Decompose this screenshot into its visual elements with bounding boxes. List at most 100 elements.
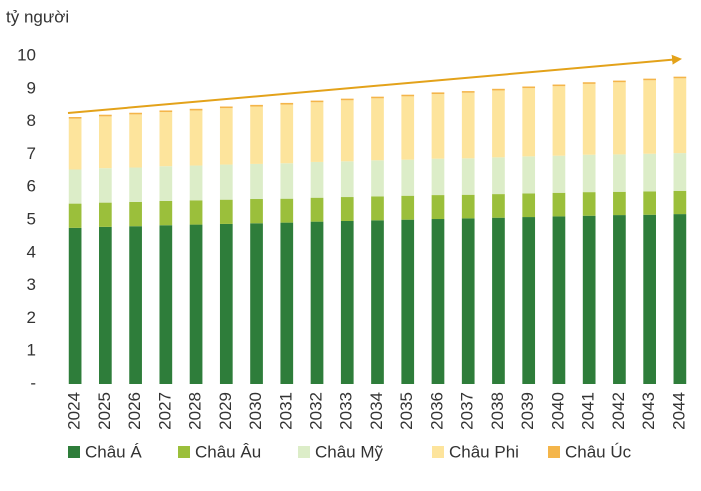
bar-segment (582, 215, 596, 384)
bar-segment (522, 156, 536, 194)
bar-segment (99, 226, 112, 384)
x-tick-label: 2043 (639, 392, 658, 430)
legend-label: Châu Âu (195, 442, 261, 461)
y-tick-label: 7 (27, 144, 36, 163)
bar-segment (250, 163, 263, 200)
x-tick-label: 2039 (518, 392, 537, 430)
y-tick-label: 1 (27, 341, 36, 360)
bar-segment (68, 118, 82, 170)
bar-segment (310, 102, 324, 162)
bar-segment (159, 166, 173, 201)
bar-segment (310, 197, 324, 222)
bar-segment (189, 110, 203, 166)
x-tick-label: 2044 (669, 392, 688, 430)
bar-segment (552, 216, 566, 384)
bar-segment (159, 200, 173, 226)
y-tick-label: 10 (17, 45, 36, 64)
legend-swatch (298, 446, 310, 458)
x-tick-label: 2030 (246, 392, 265, 430)
bar-segment (492, 90, 505, 158)
bar-segment (431, 94, 445, 159)
y-tick-label: 9 (27, 78, 36, 97)
bar-segment (68, 117, 82, 119)
bar-segment (613, 82, 626, 155)
bar-segment (371, 160, 384, 197)
bar-segment (613, 215, 626, 384)
bar-segment (552, 155, 566, 193)
bar-segment (613, 80, 626, 83)
bar-segment (643, 80, 656, 154)
bar-segment (371, 96, 384, 99)
bar-segment (310, 221, 324, 384)
y-axis-label: tỷ người (6, 7, 69, 26)
bar-segment (129, 226, 142, 384)
bar-segment (401, 159, 415, 196)
legend-label: Châu Á (85, 442, 142, 461)
bar-segment (159, 112, 173, 167)
bar-segment (99, 168, 112, 203)
bar-segment (522, 88, 536, 157)
x-tick-label: 2025 (95, 392, 114, 430)
bar-segment (401, 96, 415, 160)
bar-segment (189, 165, 203, 201)
bar-segment (522, 193, 536, 218)
bar-segment (643, 153, 656, 192)
bar-segment (310, 100, 324, 103)
bar-segment (431, 92, 445, 95)
bar-segment (340, 161, 354, 198)
bar-segment (129, 201, 142, 227)
x-tick-label: 2032 (307, 392, 326, 430)
legend-label: Châu Mỹ (315, 442, 384, 461)
bar-segment (219, 108, 233, 165)
x-tick-label: 2034 (367, 392, 386, 430)
bar-segment (99, 114, 112, 117)
x-tick-label: 2036 (427, 392, 446, 430)
bar-segment (371, 98, 384, 161)
bar-segment (673, 153, 687, 191)
bar-segment (189, 108, 203, 111)
bar-segment (613, 154, 626, 192)
bar-segment (68, 169, 82, 204)
bar-segment (280, 163, 294, 199)
bar-segment (99, 116, 112, 169)
bar-segment (371, 220, 384, 384)
bar-segment (643, 191, 656, 215)
bar-segment (219, 199, 233, 224)
bar-segment (68, 203, 82, 228)
bar-segment (280, 198, 294, 223)
bar-segment (401, 94, 415, 97)
bar-segment (189, 200, 203, 225)
bar-segment (280, 104, 294, 164)
bar-segment (340, 220, 354, 384)
legend-swatch (432, 446, 444, 458)
x-tick-label: 2037 (458, 392, 477, 430)
bar-segment (340, 197, 354, 221)
bar-segment (673, 190, 687, 215)
bar-segment (68, 227, 82, 384)
bar-segment (582, 83, 596, 155)
x-tick-label: 2031 (276, 392, 295, 430)
bar-segment (401, 195, 415, 220)
y-tick-label: - (30, 373, 36, 392)
x-tick-label: 2026 (125, 392, 144, 430)
bar-segment (461, 92, 475, 159)
bar-segment (492, 217, 505, 384)
bar-segment (552, 192, 566, 217)
bar-segment (461, 194, 475, 219)
x-tick-label: 2033 (337, 392, 356, 430)
bar-segment (552, 86, 566, 156)
x-tick-label: 2038 (488, 392, 507, 430)
plot-area: - 1 2 3 4 5 6 7 8 9 10 2024 2025 2026 2027 2028 2029 2030… (17, 45, 688, 461)
bar-segment (431, 219, 445, 384)
bar-segment (219, 164, 233, 200)
trend-arrow (67, 54, 682, 114)
bar-segment (219, 223, 233, 384)
bar-segment (643, 78, 656, 81)
y-tick-label: 6 (27, 177, 36, 196)
x-tick-label: 2040 (548, 392, 567, 430)
bar-segment (461, 218, 475, 384)
bar-segment (552, 84, 566, 87)
x-tick-label: 2024 (65, 392, 84, 430)
legend-swatch (178, 446, 190, 458)
